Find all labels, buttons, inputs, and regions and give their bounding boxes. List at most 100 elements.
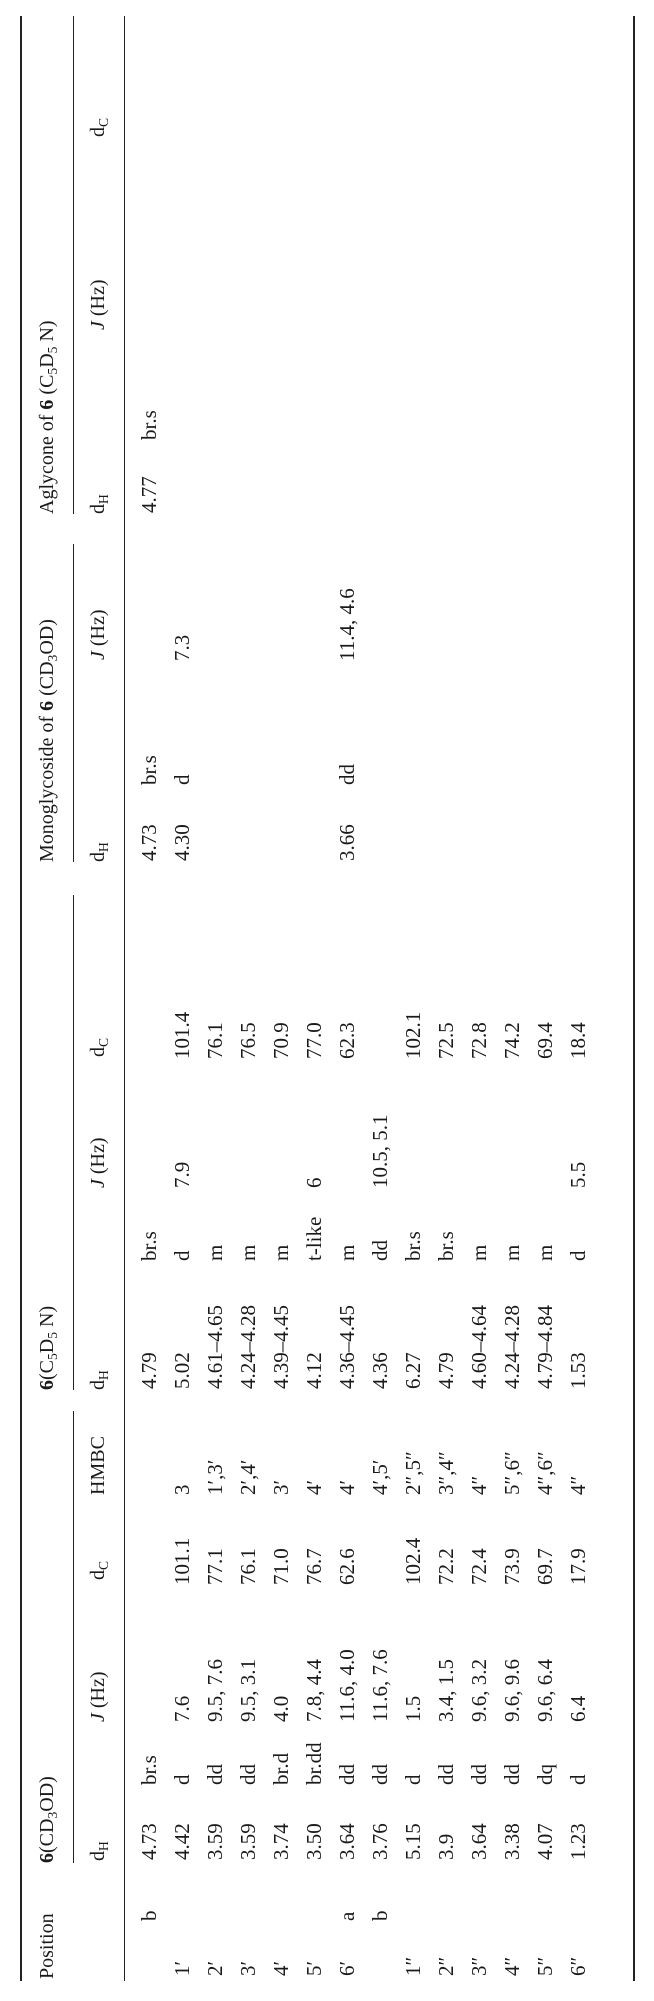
dc-value: 69.4 <box>533 1022 557 1059</box>
position-label: 5′ <box>302 1960 326 1976</box>
coupling-symbol: J <box>87 1179 109 1188</box>
compound-number: 6 <box>36 700 58 711</box>
dc-value: 76.1 <box>203 1022 227 1059</box>
coupling-value: 1.5 <box>401 1695 425 1722</box>
dh-value: 4.36–4.45 <box>335 1305 359 1389</box>
multiplicity: m <box>467 1244 491 1261</box>
hmbc-correlation: 4″ <box>467 1475 491 1495</box>
coupling-value: 11.6, 4.0 <box>335 1649 359 1722</box>
dc-value: 76.7 <box>302 1548 326 1585</box>
hmbc-correlation: 5″,6″ <box>500 1451 524 1495</box>
solvent-open: (C <box>36 1360 58 1380</box>
multiplicity: dq <box>533 1764 557 1785</box>
dc-value: 70.9 <box>269 1022 293 1059</box>
dh-value: 4.30 <box>170 824 194 861</box>
multiplicity: m <box>335 1244 359 1261</box>
dc-value: 62.6 <box>335 1548 359 1585</box>
dc-value: 72.8 <box>467 1022 491 1059</box>
multiplicity: dd <box>467 1764 491 1785</box>
solvent-close: N) <box>36 1305 58 1332</box>
multiplicity: m <box>236 1244 260 1261</box>
coupling-value: 9.5, 3.1 <box>236 1659 260 1722</box>
dh-value: 4.79 <box>137 1352 161 1389</box>
solvent-close: ) <box>36 1776 58 1783</box>
solvent-close: ) <box>36 619 58 626</box>
coupling-value: 7.9 <box>170 1161 194 1188</box>
coupling-value: 7.6 <box>170 1695 194 1722</box>
dh-value: 4.07 <box>533 1823 557 1860</box>
position-sublabel: a <box>335 1911 359 1921</box>
dh-value: 3.76 <box>368 1823 392 1860</box>
multiplicity: dd <box>500 1764 524 1785</box>
coupling-value: 7.8, 4.4 <box>302 1659 326 1722</box>
position-header: Position <box>36 1913 58 1979</box>
position-label: 3″ <box>467 1956 491 1976</box>
dc-header-1: dC <box>87 1560 111 1580</box>
dc-value: 72.2 <box>434 1548 458 1585</box>
dc-value: 71.0 <box>269 1548 293 1585</box>
solvent-subscript: 5 <box>44 346 60 354</box>
hmbc-correlation: 3′ <box>269 1479 293 1495</box>
coupling-value: 5.5 <box>566 1161 590 1188</box>
dh-value: 3.59 <box>236 1823 260 1860</box>
dh-header-2: dH <box>87 1370 111 1390</box>
delta-symbol: d <box>87 1570 109 1580</box>
solvent-open: (CD <box>36 1818 58 1853</box>
multiplicity: br.s <box>137 1231 161 1261</box>
coupling-value: 6 <box>302 1177 326 1189</box>
dc-value: 74.2 <box>500 1022 524 1059</box>
j-header-1: J (Hz) <box>87 1671 109 1722</box>
group-prefix: Aglycone of <box>36 409 58 514</box>
coupling-value: 10.5, 5.1 <box>368 1114 392 1189</box>
position-sublabel: b <box>137 1910 161 1922</box>
multiplicity: d <box>566 1774 590 1786</box>
dc-header-4: dC <box>87 118 111 137</box>
position-label: 2″ <box>434 1956 458 1976</box>
delta-symbol: d <box>87 1380 109 1390</box>
multiplicity: br.s <box>401 1231 425 1261</box>
hmbc-correlation: 3″,4″ <box>434 1451 458 1495</box>
dc-value: 101.4 <box>170 1011 194 1059</box>
dc-value: 76.5 <box>236 1022 260 1059</box>
dh-value: 4.73 <box>137 1823 161 1860</box>
coupling-value: 9.6, 6.4 <box>533 1659 557 1722</box>
dh-value: 4.39–4.45 <box>269 1305 293 1389</box>
position-label: 6′ <box>335 1960 359 1976</box>
multiplicity: br.s <box>137 1755 161 1785</box>
coupling-unit: (Hz) <box>87 1671 109 1714</box>
solvent-mid: OD <box>36 1782 58 1812</box>
multiplicity: d <box>566 1250 590 1262</box>
delta-subscript: H <box>95 1841 111 1851</box>
hmbc-correlation: 4′,5′ <box>368 1459 392 1495</box>
dh-value: 4.73 <box>137 824 161 861</box>
multiplicity: d <box>401 1774 425 1786</box>
solvent-close: N) <box>36 320 58 347</box>
position-label: 3′ <box>236 1960 260 1976</box>
dh-value: 1.23 <box>566 1823 590 1860</box>
delta-subscript: H <box>95 494 111 504</box>
delta-subscript: C <box>95 1560 111 1570</box>
solvent-subscript: 5 <box>44 1331 60 1339</box>
coupling-symbol: J <box>87 321 109 330</box>
dc-value: 77.1 <box>203 1548 227 1585</box>
coupling-unit: (Hz) <box>87 279 109 322</box>
hmbc-correlation: 3 <box>170 1484 194 1496</box>
solvent-mid: D <box>36 353 58 368</box>
group-rule-4 <box>73 16 74 514</box>
multiplicity: d <box>170 774 194 786</box>
group-rule-1 <box>73 1411 74 1863</box>
position-label: 6″ <box>566 1956 590 1976</box>
dh-header-4: dH <box>87 494 111 514</box>
dc-value: 69.7 <box>533 1548 557 1585</box>
coupling-unit: (Hz) <box>87 609 109 652</box>
dh-value: 4.36 <box>368 1352 392 1389</box>
dh-value: 3.74 <box>269 1823 293 1860</box>
coupling-symbol: J <box>87 651 109 660</box>
group-rule-3 <box>73 544 74 862</box>
dh-value: 4.60–4.64 <box>467 1305 491 1389</box>
dh-value: 3.64 <box>335 1823 359 1860</box>
dc-value: 76.1 <box>236 1548 260 1585</box>
delta-symbol: d <box>87 852 109 862</box>
hmbc-header: HMBC <box>87 1436 109 1495</box>
dh-value: 3.59 <box>203 1823 227 1860</box>
